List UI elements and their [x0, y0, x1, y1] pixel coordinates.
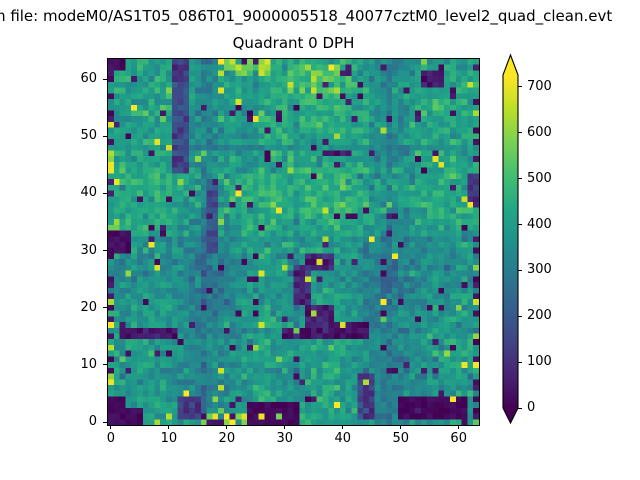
colorbar-tick-mark	[518, 315, 522, 317]
y-tick-mark	[103, 192, 107, 194]
y-tick-mark	[103, 307, 107, 309]
x-tick-mark	[110, 425, 112, 429]
x-tick-mark	[226, 425, 228, 429]
y-tick-mark	[103, 364, 107, 366]
colorbar-tick-label: 400	[527, 216, 552, 232]
y-tick-label: 10	[80, 356, 97, 372]
y-tick-mark	[103, 421, 107, 423]
figure-title: DPH from file: modeM0/AS1T05_086T01_9000…	[0, 7, 613, 25]
colorbar-tick-mark	[518, 269, 522, 271]
x-tick-label: 0	[106, 431, 116, 446]
axes-title: Quadrant 0 DPH	[232, 34, 355, 52]
y-tick-label: 50	[80, 128, 97, 144]
y-tick-label: 0	[88, 414, 97, 430]
x-tick-label: 50	[392, 431, 409, 446]
colorbar	[502, 53, 519, 425]
colorbar-tick-label: 0	[527, 400, 536, 415]
colorbar-tick-mark	[518, 132, 522, 134]
x-tick-label: 60	[450, 431, 467, 446]
colorbar-tick-mark	[518, 178, 522, 180]
x-tick-mark	[342, 425, 344, 429]
x-tick-mark	[458, 425, 460, 429]
y-tick-label: 30	[80, 242, 97, 258]
x-tick-mark	[284, 425, 286, 429]
x-tick-label: 40	[334, 431, 352, 446]
x-tick-label: 10	[160, 431, 178, 446]
x-tick-label: 20	[218, 431, 236, 446]
y-tick-label: 20	[80, 299, 97, 315]
colorbar-tick-label: 700	[527, 78, 552, 94]
colorbar-tick-mark	[518, 361, 522, 363]
x-tick-mark	[168, 425, 170, 429]
colorbar-tick-label: 200	[527, 308, 552, 324]
colorbar-tick-mark	[518, 407, 522, 409]
x-tick-mark	[400, 425, 402, 429]
colorbar-gradient-bar	[502, 53, 519, 425]
y-tick-label: 60	[80, 71, 97, 87]
y-tick-label: 40	[80, 185, 97, 201]
y-tick-mark	[103, 78, 107, 80]
y-tick-mark	[103, 250, 107, 252]
x-tick-label: 30	[276, 431, 294, 446]
colorbar-tick-mark	[518, 224, 522, 226]
colorbar-tick-label: 100	[527, 354, 552, 370]
colorbar-tick-label: 500	[527, 170, 552, 186]
colorbar-tick-mark	[518, 86, 522, 88]
colorbar-tick-label: 300	[527, 262, 552, 278]
colorbar-tick-label: 600	[527, 124, 552, 140]
heatmap-image	[108, 59, 479, 425]
y-tick-mark	[103, 135, 107, 137]
